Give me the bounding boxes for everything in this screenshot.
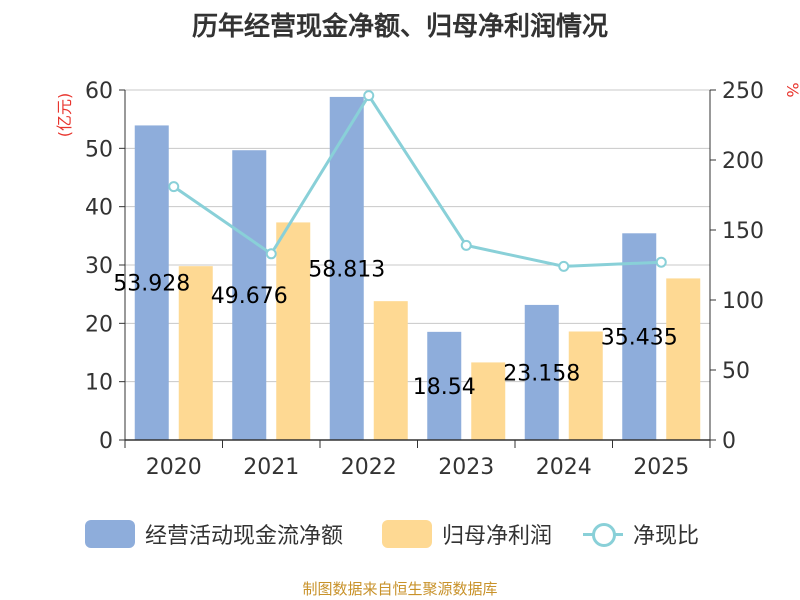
x-tick-label: 2020 (146, 455, 202, 480)
bar-ocf (427, 331, 462, 440)
data-label-ocf: 23.158 (503, 361, 580, 386)
left-tick-label: 50 (85, 137, 113, 162)
right-tick-label: 50 (722, 359, 750, 384)
bar-ocf (622, 233, 657, 440)
bar-ocf (232, 150, 267, 440)
left-tick-label: 60 (85, 79, 113, 104)
left-tick-label: 30 (85, 254, 113, 279)
ratio-point (265, 248, 277, 260)
legend-swatch-profit (382, 520, 432, 548)
x-tick-label: 2021 (243, 455, 299, 480)
ratio-point (460, 239, 472, 251)
x-tick-label: 2023 (438, 455, 494, 480)
legend-label-ratio: 净现比 (633, 524, 700, 549)
legend-item-profit[interactable]: 归母净利润 (382, 518, 552, 550)
gridlines (125, 89, 710, 383)
bar-ocf (134, 125, 169, 441)
data-label-ocf: 53.928 (113, 272, 190, 297)
ratio-line (172, 92, 662, 268)
legend-label-profit: 归母净利润 (442, 524, 553, 549)
left-tick-label: 40 (85, 196, 113, 221)
ratio-point (558, 260, 570, 272)
data-labels: 53.928 49.676 58.813 18.54 23.158 35.435 (113, 257, 677, 399)
x-tick-label: 2022 (341, 455, 397, 480)
axes: 0 10 20 30 40 50 60 0 50 100 150 200 250 (亿元)% 2020 202… (55, 79, 800, 480)
bar-profit (276, 222, 311, 440)
bar-profit (471, 362, 506, 440)
data-label-ocf: 49.676 (211, 284, 288, 309)
x-tick-label: 2024 (536, 455, 592, 480)
data-label-ocf: 35.435 (601, 326, 678, 351)
legend-swatch-ocf (85, 520, 135, 548)
left-tick-label: 0 (99, 429, 113, 454)
chart-title: 历年经营现金净额、归母净利润情况 (191, 12, 608, 42)
right-tick-label: 250 (722, 79, 764, 104)
right-tick-label: 100 (722, 289, 764, 314)
ratio-point (655, 256, 667, 268)
right-axis-unit: % (783, 82, 800, 97)
bar-ocf (329, 96, 364, 440)
bar-profit (373, 301, 408, 440)
legend-item-ratio[interactable]: 净现比 (583, 518, 699, 550)
right-tick-label: 150 (722, 219, 764, 244)
left-axis-unit: (亿元) (55, 93, 74, 138)
ratio-point (363, 90, 375, 102)
right-tick-label: 200 (722, 149, 764, 174)
data-label-ocf: 18.54 (413, 375, 476, 400)
bar-ocf (524, 304, 559, 440)
source-note: 制图数据来自恒生聚源数据库 (302, 580, 498, 598)
bar-series (134, 96, 701, 441)
left-tick-label: 10 (85, 371, 113, 396)
legend-item-ocf[interactable]: 经营活动现金流净额 (85, 518, 343, 550)
ratio-point (168, 181, 180, 193)
right-tick-label: 0 (722, 429, 736, 454)
legend-line-marker-icon (583, 520, 623, 548)
left-tick-label: 20 (85, 312, 113, 337)
bar-profit (568, 331, 603, 440)
data-label-ocf: 58.813 (308, 257, 385, 282)
bar-profit (178, 266, 213, 440)
bar-profit (666, 278, 701, 440)
x-tick-label: 2025 (633, 455, 689, 480)
ratio-line-series (168, 90, 667, 272)
legend-label-ocf: 经营活动现金流净额 (145, 524, 344, 549)
